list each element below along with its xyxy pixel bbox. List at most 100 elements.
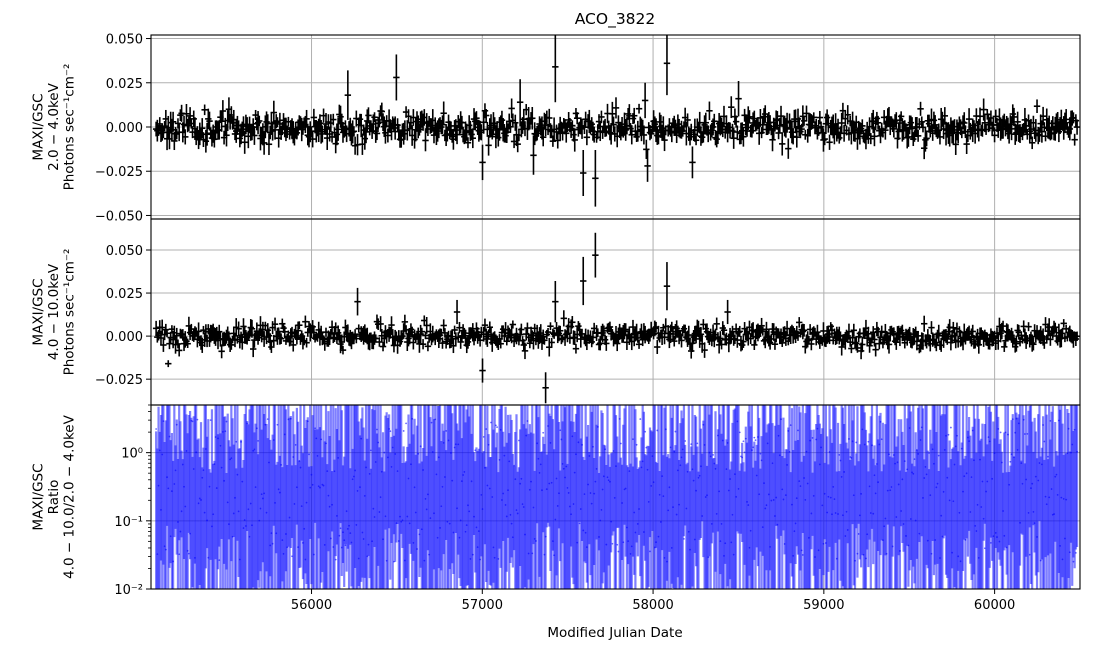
ratio-point xyxy=(1000,461,1003,464)
ratio-point xyxy=(999,431,1002,434)
ratio-point xyxy=(306,420,309,423)
y-tick-label: 0.025 xyxy=(106,77,143,92)
y-axis-label: MAXI/GSCRatio4.0 − 10.0/2.0 − 4.0keV xyxy=(30,414,77,578)
ratio-point xyxy=(684,440,687,442)
y-tick-label: 0.000 xyxy=(106,121,143,136)
panel-frame xyxy=(150,404,1081,590)
ratio-point xyxy=(604,448,606,451)
x-tick-label: 57000 xyxy=(462,598,503,613)
ratio-point xyxy=(329,537,332,540)
ratio-point xyxy=(1007,433,1009,436)
ratio-point xyxy=(865,557,867,560)
ratio-point xyxy=(1039,559,1042,562)
ratio-point xyxy=(496,426,498,429)
ratio-point xyxy=(712,454,714,456)
ratio-point xyxy=(738,431,741,434)
ratio-point xyxy=(750,449,753,452)
ratio-point xyxy=(956,434,958,437)
ratio-point xyxy=(419,445,422,448)
ratio-point xyxy=(255,427,258,430)
y-tick-label: 10⁰ xyxy=(121,447,143,462)
ratio-point xyxy=(389,430,392,433)
series-hard xyxy=(152,232,1080,404)
ratio-point xyxy=(487,443,490,446)
y-tick-label: −0.025 xyxy=(95,165,143,180)
y-axis-label-line: 4.0 − 10.0/2.0 − 4.0keV xyxy=(62,414,78,578)
ratio-point xyxy=(289,417,292,420)
ratio-point xyxy=(949,426,952,429)
ratio-point xyxy=(664,428,667,431)
ratio-point xyxy=(1004,431,1007,434)
ratio-point xyxy=(471,553,474,556)
ratio-point xyxy=(388,428,390,430)
ratio-point xyxy=(497,557,500,560)
x-tick-label: 59000 xyxy=(803,598,844,613)
ratio-point xyxy=(683,538,685,540)
ratio-point xyxy=(1068,551,1071,554)
y-tick-label: 10⁻¹ xyxy=(114,515,143,530)
ratio-point xyxy=(800,549,803,552)
y-tick-label: 0.050 xyxy=(106,244,143,259)
ratio-point xyxy=(744,437,747,440)
ratio-point xyxy=(168,435,171,438)
ratio-point xyxy=(325,442,327,445)
ratio-point xyxy=(854,559,856,562)
ratio-point xyxy=(338,534,341,537)
ratio-point xyxy=(879,420,882,423)
y-axis-label: MAXI/GSC2.0 − 4.0keVPhotons sec⁻¹cm⁻² xyxy=(30,64,77,191)
ratio-point xyxy=(531,552,534,555)
ratio-point xyxy=(434,418,437,421)
ratio-point xyxy=(172,560,175,563)
ratio-point xyxy=(856,552,859,555)
ratio-point xyxy=(416,548,418,550)
ratio-point xyxy=(1074,552,1077,554)
panel-soft: 0.050 0.025 0.000 −0.025 −0.050 MAXI/GSC2.0 −… xyxy=(30,33,1081,224)
ratio-point xyxy=(246,422,249,425)
ratio-point xyxy=(544,535,547,538)
ratio-point xyxy=(535,540,537,542)
ratio-point xyxy=(611,542,614,545)
chart-title: ACO_3822 xyxy=(575,10,656,29)
ratio-point xyxy=(871,444,873,447)
y-axis-label-line: MAXI/GSC xyxy=(30,93,46,160)
y-axis-label-line: 4.0 − 10.0keV xyxy=(46,263,62,360)
ratio-point xyxy=(402,430,405,432)
panel-frame xyxy=(150,218,1081,406)
y-axis-label-line: Photons sec⁻¹cm⁻² xyxy=(62,249,78,376)
ratio-point xyxy=(1022,418,1025,421)
ratio-point xyxy=(271,542,274,545)
ratio-point xyxy=(997,427,1000,430)
ratio-point xyxy=(494,424,497,427)
y-axis-label-line: MAXI/GSC xyxy=(30,278,46,345)
ratio-point xyxy=(635,443,638,446)
ratio-point xyxy=(899,550,901,552)
ratio-point xyxy=(377,441,380,444)
ratio-point xyxy=(618,417,621,420)
ratio-point xyxy=(155,428,158,430)
ratio-point xyxy=(754,439,757,442)
ratio-point xyxy=(947,433,950,436)
ratio-point xyxy=(186,549,189,552)
y-axis-label-line: Photons sec⁻¹cm⁻² xyxy=(62,64,78,191)
ratio-point xyxy=(848,438,850,440)
series-ratio xyxy=(155,405,1079,589)
ratio-point xyxy=(1042,424,1045,426)
ratio-point xyxy=(175,423,178,426)
ratio-point xyxy=(1076,450,1078,453)
ratio-point xyxy=(411,417,414,420)
ratio-point xyxy=(753,436,756,439)
ratio-point xyxy=(196,418,199,421)
x-tick-label: 60000 xyxy=(974,598,1015,613)
y-axis-label-line: 2.0 − 4.0keV xyxy=(46,82,62,170)
panel-hard: 0.050 0.025 0.000 −0.025 MAXI/GSC4.0 − 10.0k… xyxy=(30,218,1081,406)
series-soft xyxy=(152,35,1080,207)
ratio-point xyxy=(696,442,699,445)
y-tick-label: 0.025 xyxy=(106,287,143,302)
ratio-point xyxy=(417,452,420,455)
ratio-point xyxy=(1067,427,1070,430)
ratio-point xyxy=(885,552,888,555)
ratio-point xyxy=(780,418,782,421)
ratio-point xyxy=(320,438,323,441)
ratio-point xyxy=(930,552,933,555)
